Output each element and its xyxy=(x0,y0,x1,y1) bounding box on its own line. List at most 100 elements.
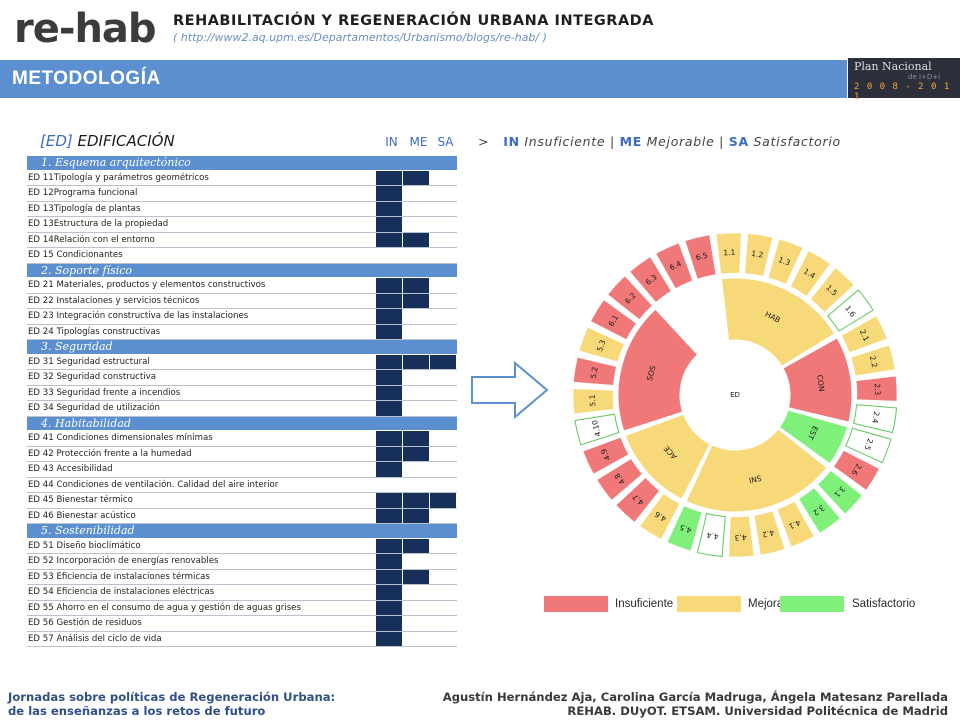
rating-cell xyxy=(376,170,402,185)
row-label: ED 31 Seguridad estructural xyxy=(28,356,150,367)
column-me: ME xyxy=(409,135,428,149)
row-label: ED 21 Materiales, productos y elementos … xyxy=(28,280,266,290)
table-row: ED 31 Seguridad estructural xyxy=(27,354,457,370)
row-label: ED 34 Seguridad de utilización xyxy=(28,403,160,413)
wheel-item-6-1 xyxy=(590,299,637,340)
rating-cell xyxy=(376,600,402,615)
row-label: ED 23 Integración constructiva de las in… xyxy=(28,311,249,321)
wheel-item-6-3 xyxy=(629,256,672,303)
table-row: ED 34 Seguridad de utilización xyxy=(27,401,457,417)
row-label: ED 57 Análisis del ciclo de vida xyxy=(28,633,162,644)
row-label: ED 15 Condicionantes xyxy=(28,250,123,260)
table-row: ED 15 Condicionantes xyxy=(27,248,457,264)
legend-swatch-satisfactorio xyxy=(780,596,844,612)
wheel-sector-sos xyxy=(617,308,699,432)
rating-cell xyxy=(376,462,402,477)
column-headers: IN ME SA xyxy=(378,135,459,149)
wheel-item-3-1 xyxy=(817,470,863,515)
wheel-item-4-6 xyxy=(639,493,680,540)
wheel-center xyxy=(682,342,788,448)
category-header: 3. Seguridad xyxy=(27,340,457,355)
wheel-center-label: ED xyxy=(730,391,740,399)
table-row: ED 51 Diseño bioclimático xyxy=(27,538,457,554)
table-row: ED 14Relación con el entorno xyxy=(27,232,457,248)
rating-cell xyxy=(403,232,429,247)
column-sa: SA xyxy=(437,135,454,149)
wheel-item-2-6 xyxy=(833,450,880,491)
legend-sa-text: Satisfactorio xyxy=(753,134,841,149)
plan-sub: de I+D+i xyxy=(908,73,941,81)
rating-cell xyxy=(376,431,402,446)
rating-cell xyxy=(376,585,402,600)
wheel-item-1-2 xyxy=(744,233,773,277)
footer-right: Agustín Hernández Aja, Carolina García M… xyxy=(443,690,948,718)
table-row: ED 57 Análisis del ciclo de vida xyxy=(27,631,457,647)
row-label: ED 43 Accesibilidad xyxy=(28,464,113,474)
table-row: ED 12Programa funcional xyxy=(27,186,457,202)
table-row: ED 44 Condiciones de ventilación. Calida… xyxy=(27,478,457,493)
table-row: ED 11Tipología y parámetros geométricos xyxy=(27,170,457,186)
plan-name: Plan Nacional xyxy=(854,60,932,73)
rating-cell xyxy=(403,431,429,446)
wheel-item-4-1 xyxy=(777,501,815,548)
rating-cell xyxy=(376,493,402,508)
rating-cell xyxy=(376,217,402,232)
wheel-item-label: 2.4 xyxy=(870,411,881,424)
header-url[interactable]: ( http://www2.aq.upm.es/Departamentos/Ur… xyxy=(173,31,547,44)
wheel-item-label: 4.3 xyxy=(734,533,746,542)
wheel-item-4-3 xyxy=(728,515,755,558)
category-header: 5. Sostenibilidad xyxy=(27,524,457,539)
table-row: ED 23 Integración constructiva de las in… xyxy=(27,309,457,325)
wheel-item-4-10 xyxy=(574,413,620,446)
rating-cell xyxy=(403,354,429,369)
rating-cell xyxy=(403,569,429,584)
wheel-sector-con xyxy=(782,337,853,423)
row-label: ED 56 Gestión de residuos xyxy=(28,618,142,628)
wheel-sector-hab xyxy=(720,277,836,367)
rating-cell xyxy=(376,370,402,385)
row-label: ED 14Relación con el entorno xyxy=(28,234,155,245)
table-row: ED 52 Incorporación de energías renovabl… xyxy=(27,554,457,570)
rating-cell xyxy=(376,446,402,461)
wheel-item-label: 2.2 xyxy=(868,355,880,369)
legend-prefix: > xyxy=(478,134,490,149)
wheel-item-6-2 xyxy=(607,275,653,320)
section-code: [ED] xyxy=(40,132,73,150)
rating-cell xyxy=(376,201,402,216)
rating-cell xyxy=(403,170,429,185)
footer-institution: REHAB. DUyOT. ETSAM. Universidad Politéc… xyxy=(567,704,948,718)
wheel-item-label: 2.3 xyxy=(873,383,882,395)
legend-swatch-mejorable xyxy=(677,596,741,612)
row-label: ED 33 Seguridad frente a incendios xyxy=(28,387,181,398)
wheel-item-2-1 xyxy=(841,315,888,353)
rating-cell xyxy=(376,232,402,247)
section-banner: METODOLOGÍA xyxy=(0,60,847,98)
rating-cell xyxy=(376,538,402,553)
legend-me-key: ME xyxy=(619,134,642,149)
legend-label-insuficiente: Insuficiente xyxy=(615,598,674,610)
table-row: ED 45 Bienestar térmico xyxy=(27,493,457,509)
row-label: ED 12Programa funcional xyxy=(28,188,138,198)
column-in: IN xyxy=(385,135,398,149)
wheel-item-label: 1.3 xyxy=(777,255,792,268)
wheel-sector-ace xyxy=(624,413,711,500)
wheel-item-1-5 xyxy=(810,267,855,313)
rating-cell xyxy=(376,278,402,293)
footer-left: Jornadas sobre políticas de Regeneración… xyxy=(8,690,335,718)
legend-in-text: Insuficiente xyxy=(524,134,606,149)
table-row: ED 32 Seguridad constructiva xyxy=(27,370,457,386)
row-label: ED 52 Incorporación de energías renovabl… xyxy=(28,556,219,566)
row-label: ED 45 Bienestar térmico xyxy=(28,495,133,505)
rating-cell xyxy=(376,554,402,569)
wheel-item-5-2 xyxy=(573,357,617,386)
wheel-item-1-4 xyxy=(790,250,831,297)
row-label: ED 22 Instalaciones y servicios técnicos xyxy=(28,295,200,306)
wheel-item-label: 4.5 xyxy=(678,522,693,535)
header-title: REHABILITACIÓN Y REGENERACIÓN URBANA INT… xyxy=(173,13,654,29)
wheel-item-5-1 xyxy=(572,388,615,415)
rating-cell xyxy=(403,446,429,461)
wheel-item-3-2 xyxy=(798,487,841,534)
category-header: 1. Esquema arquitectónico xyxy=(27,156,457,171)
row-label: ED 13Estructura de la propiedad xyxy=(28,219,169,229)
rating-cell xyxy=(376,631,402,646)
